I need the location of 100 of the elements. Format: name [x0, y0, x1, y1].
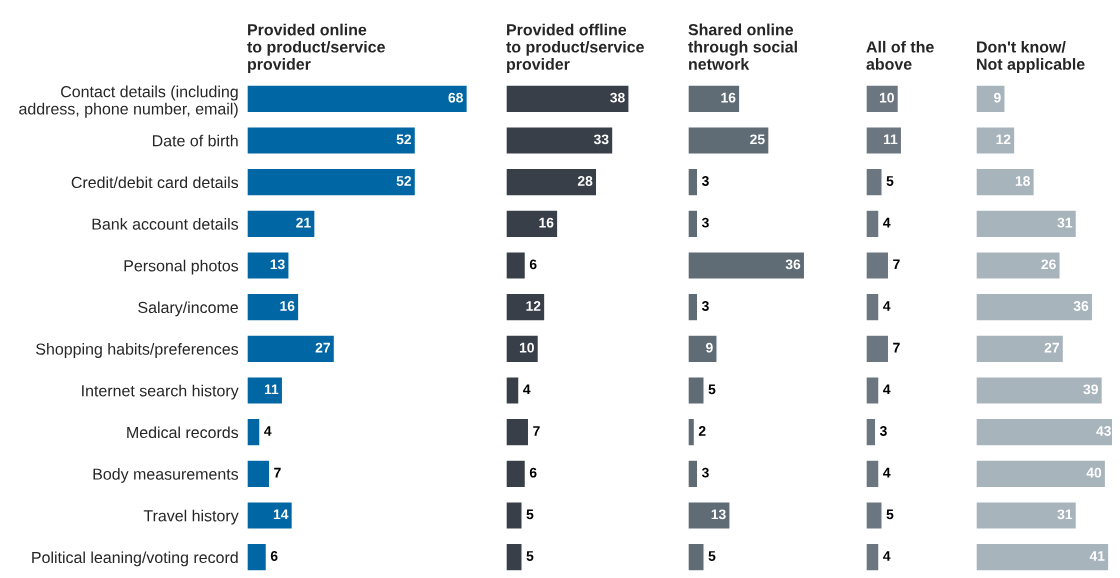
data-label: 13 — [270, 259, 285, 270]
data-label: 52 — [396, 134, 412, 145]
data-label: 3 — [701, 467, 709, 478]
bar — [688, 542, 705, 572]
bar — [688, 251, 806, 280]
data-label: 3 — [701, 217, 709, 228]
data-label: 27 — [315, 342, 330, 353]
bar — [866, 417, 877, 447]
data-label: 3 — [879, 426, 887, 436]
data-label: 6 — [270, 551, 278, 561]
data-label: 6 — [529, 259, 537, 270]
bar — [688, 167, 699, 197]
bar — [506, 84, 630, 114]
y-tick-label: Body measurements — [93, 468, 239, 483]
bar — [506, 542, 523, 572]
data-label: 43 — [1096, 426, 1111, 436]
bar — [506, 167, 598, 197]
data-label: 16 — [280, 301, 295, 311]
data-label: 2 — [698, 426, 706, 436]
data-label: 4 — [883, 467, 891, 478]
data-label: 5 — [708, 384, 716, 395]
bar — [866, 126, 903, 155]
bar — [506, 459, 527, 489]
data-label: 41 — [1089, 551, 1105, 561]
bar — [976, 334, 1065, 364]
data-label: 3 — [701, 176, 709, 186]
y-tick-label: Credit/debit card details — [71, 176, 239, 189]
bar — [247, 126, 417, 155]
bar — [866, 334, 890, 364]
data-label: 39 — [1083, 384, 1098, 395]
data-label: 7 — [893, 259, 900, 270]
data-label: 12 — [526, 301, 541, 311]
data-label: 28 — [577, 176, 593, 186]
chart-title: Provided online to product/service provider — [247, 23, 385, 73]
data-label: 4 — [264, 426, 272, 436]
data-label: 5 — [526, 551, 534, 561]
data-label: 3 — [701, 301, 709, 311]
bar — [688, 334, 718, 364]
bar — [247, 459, 271, 489]
bar — [976, 459, 1107, 489]
bar — [247, 376, 284, 405]
y-tick-label: Political leaning/voting record — [32, 551, 238, 567]
data-label: 18 — [1015, 176, 1031, 186]
data-label: 25 — [750, 134, 765, 145]
bar — [976, 126, 1016, 155]
data-label: 5 — [886, 176, 894, 186]
bar — [976, 209, 1078, 239]
data-label: 16 — [539, 217, 554, 228]
data-label: 9 — [706, 342, 713, 353]
bar — [976, 501, 1078, 530]
data-label: 5 — [526, 509, 534, 520]
chart-title: All of the above — [866, 40, 934, 70]
y-tick-label: Salary/income — [138, 301, 238, 317]
bar — [976, 167, 1036, 197]
data-label: 10 — [519, 342, 534, 353]
data-label: 31 — [1057, 509, 1073, 520]
bar — [866, 292, 880, 322]
data-label: 40 — [1086, 467, 1102, 478]
y-tick-label: Date of birth — [152, 134, 238, 147]
data-label: 11 — [883, 134, 898, 145]
data-label: 14 — [273, 509, 289, 520]
data-label: 7 — [533, 426, 540, 436]
data-label: 26 — [1041, 259, 1056, 270]
bar — [506, 501, 523, 530]
data-label: 36 — [785, 259, 801, 270]
bar — [506, 126, 614, 155]
bar — [688, 126, 770, 155]
bar — [688, 84, 741, 114]
bar — [247, 417, 261, 447]
data-label: 7 — [893, 342, 900, 353]
y-tick-label: Bank account details — [92, 218, 239, 230]
data-label: 4 — [883, 551, 891, 561]
bar — [247, 292, 300, 322]
bar — [866, 84, 900, 114]
y-tick-label: Contact details (including address, phone number, email) — [19, 85, 238, 118]
data-label: 38 — [610, 92, 625, 103]
bar — [247, 167, 417, 197]
bar — [506, 376, 520, 405]
data-label: 12 — [996, 134, 1011, 145]
bar — [688, 459, 699, 489]
data-label: 68 — [448, 92, 464, 103]
bar — [247, 334, 336, 364]
bar — [976, 376, 1104, 405]
data-label: 27 — [1044, 342, 1059, 353]
data-label: 21 — [296, 217, 311, 228]
chart-title: Shared online through social network — [688, 23, 797, 70]
bar — [247, 501, 294, 530]
y-tick-label: Travel history — [143, 509, 239, 525]
bar — [247, 542, 268, 572]
bar — [866, 501, 883, 530]
bar — [866, 209, 880, 239]
bar — [688, 292, 699, 322]
bar — [866, 542, 880, 572]
bar — [976, 251, 1061, 280]
data-label: 5 — [886, 509, 894, 520]
bar — [247, 84, 469, 114]
bar — [976, 84, 1006, 114]
bar — [506, 251, 527, 280]
data-label: 52 — [396, 176, 412, 186]
data-label: 5 — [708, 551, 716, 561]
